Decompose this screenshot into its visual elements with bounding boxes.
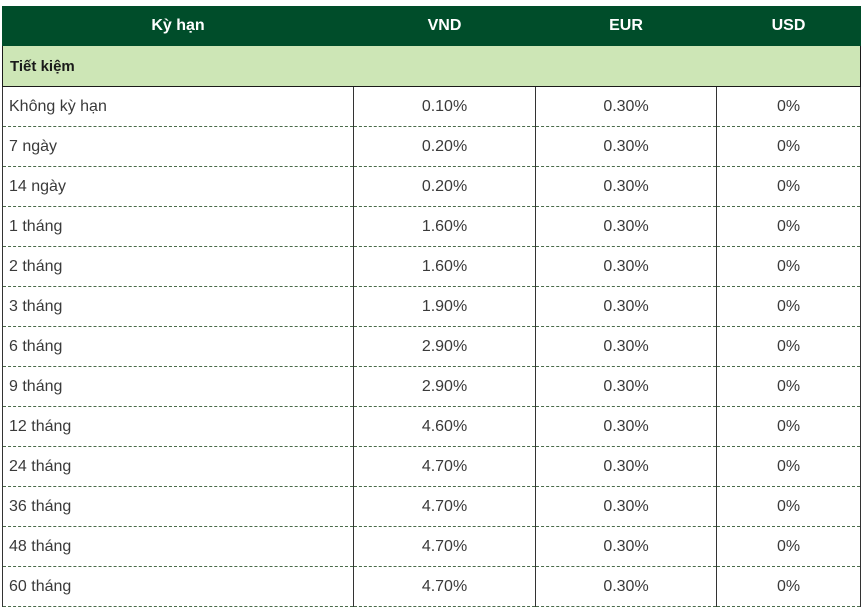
eur-cell: 0.30% [535, 486, 717, 527]
vnd-cell: 0.20% [353, 126, 536, 167]
usd-cell: 0% [716, 126, 861, 167]
table-row: 9 tháng 2.90% 0.30% 0% [2, 366, 861, 407]
vnd-cell: 4.70% [353, 566, 536, 607]
vnd-cell: 2.90% [353, 326, 536, 367]
vnd-cell: 1.60% [353, 246, 536, 287]
vnd-cell: 4.70% [353, 446, 536, 487]
eur-cell: 0.30% [535, 366, 717, 407]
usd-cell: 0% [716, 86, 861, 127]
term-cell: 2 tháng [2, 246, 354, 287]
usd-cell: 0% [716, 286, 861, 327]
table-row: Không kỳ hạn 0.10% 0.30% 0% [2, 86, 861, 127]
eur-cell: 0.30% [535, 206, 717, 247]
section-title: Tiết kiệm [2, 46, 861, 87]
section-group: Tiết kiệm [2, 46, 861, 87]
section-row-savings: Tiết kiệm [2, 46, 861, 87]
usd-cell: 0% [716, 166, 861, 207]
vnd-cell: 1.60% [353, 206, 536, 247]
term-cell: 7 ngày [2, 126, 354, 167]
vnd-cell: 4.60% [353, 406, 536, 447]
vnd-cell: 4.70% [353, 486, 536, 527]
header-eur: EUR [535, 6, 717, 46]
header-vnd: VND [353, 6, 536, 46]
term-cell: 24 tháng [2, 446, 354, 487]
usd-cell: 0% [716, 486, 861, 527]
header-term: Kỳ hạn [2, 6, 354, 46]
vnd-cell: 4.70% [353, 526, 536, 567]
usd-cell: 0% [716, 446, 861, 487]
term-cell: 14 ngày [2, 166, 354, 207]
table-row: 2 tháng 1.60% 0.30% 0% [2, 246, 861, 287]
usd-cell: 0% [716, 406, 861, 447]
table-row: 60 tháng 4.70% 0.30% 0% [2, 566, 861, 607]
interest-rate-table-container: Kỳ hạn VND EUR USD Tiết kiệm Không kỳ hạ… [2, 6, 861, 607]
term-cell: Không kỳ hạn [2, 86, 354, 127]
vnd-cell: 0.10% [353, 86, 536, 127]
term-cell: 36 tháng [2, 486, 354, 527]
term-cell: 9 tháng [2, 366, 354, 407]
term-cell: 12 tháng [2, 406, 354, 447]
term-cell: 48 tháng [2, 526, 354, 567]
vnd-cell: 2.90% [353, 366, 536, 407]
usd-cell: 0% [716, 566, 861, 607]
term-cell: 1 tháng [2, 206, 354, 247]
table-row: 24 tháng 4.70% 0.30% 0% [2, 446, 861, 487]
header-row: Kỳ hạn VND EUR USD [2, 6, 861, 46]
table-row: 36 tháng 4.70% 0.30% 0% [2, 486, 861, 527]
table-header: Kỳ hạn VND EUR USD [2, 6, 861, 46]
table-row: 48 tháng 4.70% 0.30% 0% [2, 526, 861, 567]
eur-cell: 0.30% [535, 86, 717, 127]
usd-cell: 0% [716, 526, 861, 567]
term-cell: 3 tháng [2, 286, 354, 327]
eur-cell: 0.30% [535, 566, 717, 607]
usd-cell: 0% [716, 206, 861, 247]
usd-cell: 0% [716, 246, 861, 287]
interest-rate-table: Kỳ hạn VND EUR USD Tiết kiệm Không kỳ hạ… [2, 6, 861, 607]
table-row: 14 ngày 0.20% 0.30% 0% [2, 166, 861, 207]
eur-cell: 0.30% [535, 246, 717, 287]
usd-cell: 0% [716, 366, 861, 407]
header-usd: USD [716, 6, 861, 46]
table-row: 3 tháng 1.90% 0.30% 0% [2, 286, 861, 327]
eur-cell: 0.30% [535, 406, 717, 447]
eur-cell: 0.30% [535, 166, 717, 207]
eur-cell: 0.30% [535, 326, 717, 367]
table-row: 6 tháng 2.90% 0.30% 0% [2, 326, 861, 367]
term-cell: 60 tháng [2, 566, 354, 607]
eur-cell: 0.30% [535, 126, 717, 167]
table-body: Không kỳ hạn 0.10% 0.30% 0% 7 ngày 0.20% 0.30%… [2, 86, 861, 607]
table-row: 12 tháng 4.60% 0.30% 0% [2, 406, 861, 447]
table-row: 1 tháng 1.60% 0.30% 0% [2, 206, 861, 247]
eur-cell: 0.30% [535, 286, 717, 327]
vnd-cell: 1.90% [353, 286, 536, 327]
eur-cell: 0.30% [535, 446, 717, 487]
term-cell: 6 tháng [2, 326, 354, 367]
eur-cell: 0.30% [535, 526, 717, 567]
vnd-cell: 0.20% [353, 166, 536, 207]
usd-cell: 0% [716, 326, 861, 367]
table-row: 7 ngày 0.20% 0.30% 0% [2, 126, 861, 167]
